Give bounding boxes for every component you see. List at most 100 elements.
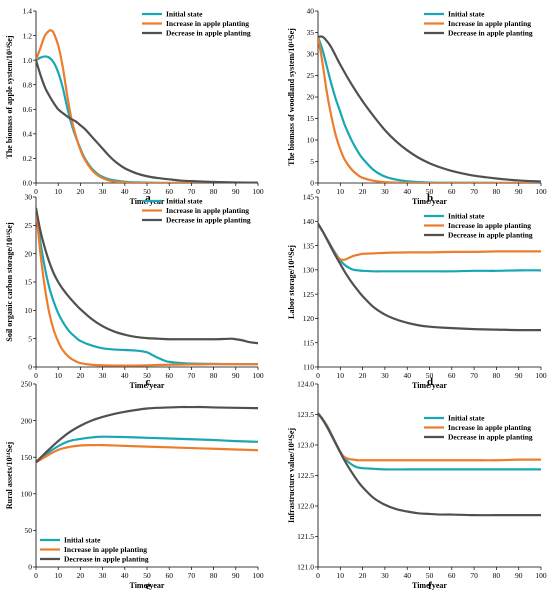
x-tick-label: 70 <box>470 571 478 580</box>
y-tick-label: 20 <box>307 93 315 102</box>
series-line-1 <box>36 207 258 366</box>
x-tick-label: 10 <box>54 571 62 580</box>
x-tick-label: 90 <box>232 571 240 580</box>
x-tick-label: 30 <box>99 571 107 580</box>
x-tick-label: 50 <box>143 571 151 580</box>
y-tick-label: 0 <box>310 179 314 188</box>
x-tick-label: 50 <box>426 371 434 380</box>
panel-label: d <box>427 376 433 388</box>
y-tick-label: 120 <box>303 314 315 323</box>
y-tick-label: 15 <box>25 278 33 287</box>
y-tick-label: 125 <box>303 290 315 299</box>
y-axis-label: Rural assets/10¹⁴Sej <box>5 442 14 510</box>
series-line-2 <box>36 29 258 183</box>
panel-label: c <box>146 376 151 388</box>
x-tick-label: 80 <box>493 371 501 380</box>
x-tick-label: 40 <box>121 187 129 196</box>
y-tick-label: 5 <box>310 157 314 166</box>
x-tick-label: 100 <box>252 187 264 196</box>
y-tick-label: 1.0 <box>23 56 33 65</box>
x-tick-label: 20 <box>359 371 367 380</box>
legend-label-3: Decrease in apple planting <box>166 216 251 225</box>
y-tick-label: 135 <box>303 241 315 250</box>
x-tick-label: 80 <box>210 187 218 196</box>
x-tick-label: 100 <box>535 571 547 580</box>
x-tick-label: 100 <box>252 571 264 580</box>
series-line-1 <box>36 55 258 183</box>
x-tick-label: 70 <box>188 571 196 580</box>
y-tick-label: 121.0 <box>297 563 314 572</box>
y-tick-label: 5 <box>28 334 32 343</box>
x-tick-label: 60 <box>448 571 456 580</box>
legend-label-2: Increase in apple planting <box>448 423 531 432</box>
x-tick-label: 80 <box>493 187 501 196</box>
x-tick-label: 20 <box>359 571 367 580</box>
y-tick-label: 0 <box>28 363 32 372</box>
panel-label: e <box>146 580 151 592</box>
y-tick-label: 50 <box>25 526 33 535</box>
series-line-3 <box>318 222 541 332</box>
chart-panel-d: 0 10 20 30 40 50 60 70 80 90 100 110 115 120 125 130 135… <box>287 193 547 390</box>
chart-panel-e: 0 10 20 30 40 50 60 70 80 90 100 0 50 100 150 200 250 Tim… <box>5 380 264 592</box>
x-tick-label: 90 <box>232 371 240 380</box>
series-line-1 <box>318 35 541 183</box>
x-tick-label: 50 <box>426 571 434 580</box>
legend-label-2: Increase in apple planting <box>448 19 531 28</box>
x-tick-label: 10 <box>54 371 62 380</box>
y-tick-label: 0 <box>28 563 32 572</box>
x-tick-label: 70 <box>188 187 196 196</box>
x-tick-label: 60 <box>165 571 173 580</box>
x-tick-label: 10 <box>337 187 345 196</box>
x-tick-label: 40 <box>121 371 129 380</box>
legend-label-1: Initial state <box>448 414 485 423</box>
x-tick-label: 50 <box>143 371 151 380</box>
x-tick-label: 10 <box>54 187 62 196</box>
series-line-3 <box>36 207 258 345</box>
x-tick-label: 0 <box>316 187 320 196</box>
series-line-3 <box>318 412 541 517</box>
x-tick-label: 80 <box>210 571 218 580</box>
x-tick-label: 60 <box>165 187 173 196</box>
y-tick-label: 0.4 <box>23 130 33 139</box>
legend-label-1: Initial state <box>64 536 101 545</box>
x-tick-label: 0 <box>34 371 38 380</box>
legend-label-2: Increase in apple planting <box>64 545 147 554</box>
x-tick-label: 0 <box>34 187 38 196</box>
x-tick-label: 20 <box>77 371 85 380</box>
y-tick-label: 0.0 <box>23 179 33 188</box>
y-axis-label: Infrastructure value/10¹⁴Sej <box>287 428 296 523</box>
legend-label-3: Decrease in apple planting <box>448 29 533 38</box>
x-tick-label: 90 <box>232 187 240 196</box>
y-tick-label: 25 <box>307 71 315 80</box>
y-axis-label: Labor storage/10¹⁴Sej <box>287 245 296 319</box>
legend-label-1: Initial state <box>166 197 203 206</box>
y-tick-label: 123.5 <box>297 410 314 419</box>
x-axis-label: Time/year <box>412 581 447 590</box>
y-tick-label: 110 <box>303 363 314 372</box>
y-tick-label: 25 <box>25 221 33 230</box>
y-tick-label: 10 <box>25 306 33 315</box>
x-tick-label: 20 <box>359 187 367 196</box>
x-tick-label: 30 <box>381 371 389 380</box>
legend-label-3: Decrease in apple planting <box>448 231 533 240</box>
series-line-3 <box>36 59 258 183</box>
x-tick-label: 40 <box>403 187 411 196</box>
y-tick-label: 30 <box>25 193 33 202</box>
x-tick-label: 80 <box>210 371 218 380</box>
y-tick-label: 0.6 <box>23 105 33 114</box>
x-axis-label: Time/year <box>130 581 165 590</box>
legend-label-3: Decrease in apple planting <box>448 433 533 442</box>
chart-panel-b: 0 10 20 30 40 50 60 70 80 90 1000510152025303540Ti… <box>287 7 547 206</box>
y-tick-label: 1.2 <box>23 31 33 40</box>
y-tick-label: 40 <box>307 7 315 16</box>
x-tick-label: 10 <box>337 371 345 380</box>
y-axis-label: Soil organic carbon storage/10¹⁴Sej <box>5 222 14 342</box>
y-axis-label: The biomass of woodland system/10¹⁴Sej <box>287 28 296 166</box>
x-tick-label: 0 <box>316 371 320 380</box>
y-tick-label: 10 <box>307 136 315 145</box>
y-tick-label: 124.0 <box>297 380 314 389</box>
x-tick-label: 40 <box>403 371 411 380</box>
legend-label-1: Initial state <box>166 10 203 19</box>
series-line-2 <box>318 35 541 183</box>
y-tick-label: 140 <box>303 217 315 226</box>
